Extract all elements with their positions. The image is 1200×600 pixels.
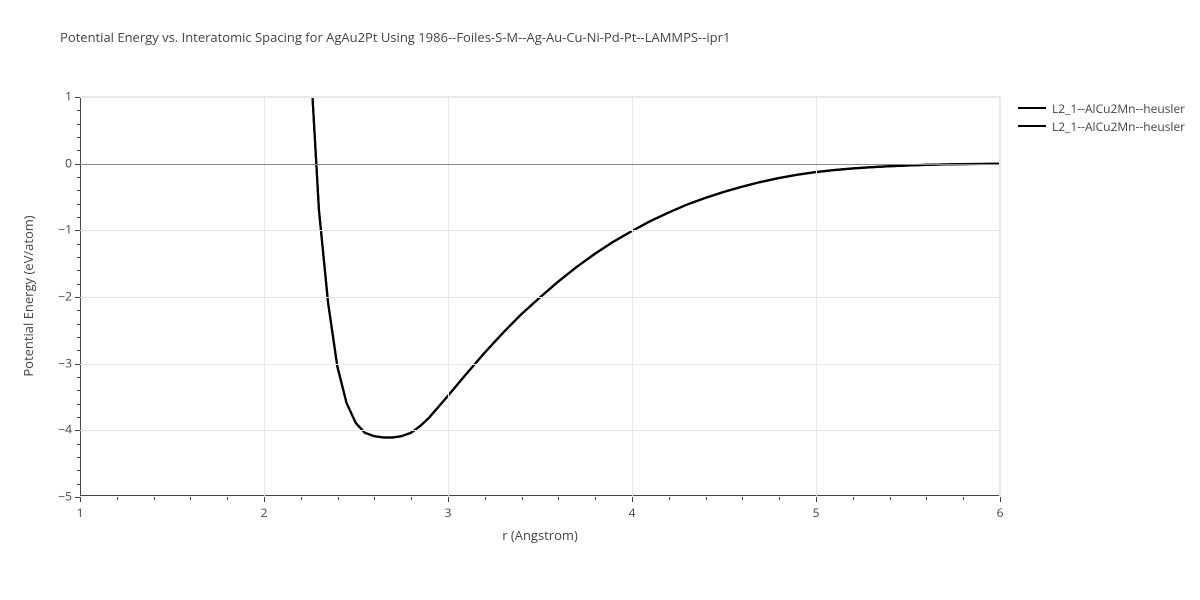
series-line [313,97,999,437]
grid-horizontal [80,297,999,298]
y-minor-tick [77,484,80,485]
y-tick [75,430,80,431]
legend-label: L2_1--AlCu2Mn--heusler [1052,118,1185,135]
series-line [313,97,999,437]
x-tick-label: 1 [77,504,84,521]
y-minor-tick [77,350,80,351]
y-minor-tick [77,204,80,205]
x-axis-label: r (Angstrom) [502,526,578,544]
y-minor-tick [77,470,80,471]
legend-label: L2_1--AlCu2Mn--heusler [1052,100,1185,117]
y-tick-label: −3 [42,354,72,371]
y-minor-tick [77,390,80,391]
x-tick [1000,497,1001,502]
x-minor-tick [890,497,891,500]
grid-horizontal [80,430,999,431]
y-tick [75,97,80,98]
x-tick-label: 3 [445,504,452,521]
x-tick-label: 4 [629,504,636,521]
x-minor-tick [485,497,486,500]
y-tick-label: −1 [42,221,72,238]
legend-item[interactable]: L2_1--AlCu2Mn--heusler [1018,100,1185,116]
x-tick [448,497,449,502]
y-tick [75,164,80,165]
x-minor-tick [706,497,707,500]
chart-title: Potential Energy vs. Interatomic Spacing… [60,28,730,46]
grid-horizontal [80,364,999,365]
y-minor-tick [77,417,80,418]
y-minor-tick [77,190,80,191]
x-minor-tick [522,497,523,500]
y-tick-label: 1 [42,88,72,105]
x-minor-tick [301,497,302,500]
x-minor-tick [963,497,964,500]
y-minor-tick [77,404,80,405]
x-minor-tick [338,497,339,500]
x-minor-tick [227,497,228,500]
y-minor-tick [77,150,80,151]
x-minor-tick [190,497,191,500]
x-minor-tick [779,497,780,500]
y-tick-label: −5 [42,488,72,505]
legend-item[interactable]: L2_1--AlCu2Mn--heusler [1018,118,1185,134]
y-minor-tick [77,444,80,445]
y-minor-tick [77,457,80,458]
x-tick [816,497,817,502]
y-tick-label: −4 [42,421,72,438]
legend-swatch [1018,107,1046,109]
legend-swatch [1018,125,1046,127]
x-tick [80,497,81,502]
y-minor-tick [77,270,80,271]
x-minor-tick [374,497,375,500]
x-minor-tick [117,497,118,500]
x-minor-tick [926,497,927,500]
y-minor-tick [77,377,80,378]
y-minor-tick [77,244,80,245]
y-minor-tick [77,284,80,285]
x-minor-tick [411,497,412,500]
grid-horizontal [80,97,999,98]
x-tick-label: 6 [997,504,1004,521]
y-tick-label: 0 [42,154,72,171]
x-tick-label: 5 [813,504,820,521]
y-minor-tick [77,324,80,325]
x-minor-tick [595,497,596,500]
y-tick-label: −2 [42,288,72,305]
y-minor-tick [77,177,80,178]
grid-horizontal [80,230,999,231]
y-minor-tick [77,217,80,218]
y-minor-tick [77,257,80,258]
x-tick [264,497,265,502]
x-tick [632,497,633,502]
x-minor-tick [558,497,559,500]
x-minor-tick [853,497,854,500]
y-tick [75,364,80,365]
plot-area [80,96,1000,496]
y-axis-label: Potential Energy (eV/atom) [19,215,37,376]
y-minor-tick [77,337,80,338]
x-minor-tick [742,497,743,500]
y-minor-tick [77,310,80,311]
x-tick-label: 2 [261,504,268,521]
grid-vertical [1000,97,1001,496]
legend: L2_1--AlCu2Mn--heuslerL2_1--AlCu2Mn--heu… [1018,100,1185,136]
x-minor-tick [669,497,670,500]
zero-line [80,164,999,165]
y-tick [75,297,80,298]
y-tick [75,230,80,231]
y-minor-tick [77,124,80,125]
y-tick [75,497,80,498]
x-minor-tick [154,497,155,500]
y-minor-tick [77,110,80,111]
y-minor-tick [77,137,80,138]
